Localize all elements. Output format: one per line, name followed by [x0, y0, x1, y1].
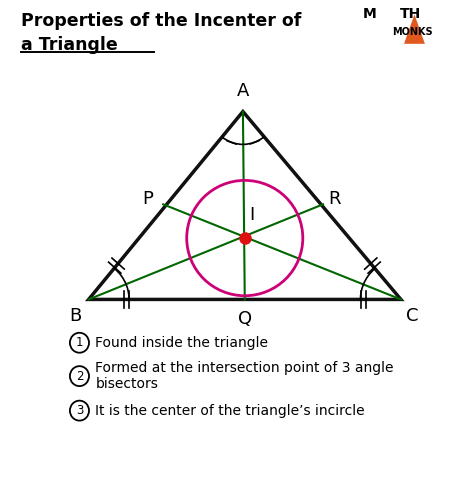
- Text: M: M: [362, 7, 376, 21]
- Text: It is the center of the triangle’s incircle: It is the center of the triangle’s incir…: [95, 403, 365, 418]
- Text: P: P: [142, 190, 153, 208]
- Text: TH: TH: [400, 7, 421, 21]
- Text: Formed at the intersection point of 3 angle
bisectors: Formed at the intersection point of 3 an…: [95, 361, 394, 391]
- Text: I: I: [249, 206, 255, 224]
- Text: R: R: [328, 190, 341, 208]
- Text: 2: 2: [76, 370, 83, 382]
- Text: 3: 3: [76, 404, 83, 417]
- Text: A: A: [237, 82, 249, 100]
- Text: Properties of the Incenter of: Properties of the Incenter of: [21, 12, 302, 30]
- Text: MONKS: MONKS: [392, 26, 433, 36]
- Text: Found inside the triangle: Found inside the triangle: [95, 336, 268, 350]
- Polygon shape: [404, 14, 425, 44]
- Text: C: C: [406, 307, 419, 325]
- Text: Q: Q: [237, 310, 252, 328]
- Text: a Triangle: a Triangle: [21, 36, 118, 54]
- Text: B: B: [69, 307, 82, 325]
- Text: 1: 1: [76, 336, 83, 349]
